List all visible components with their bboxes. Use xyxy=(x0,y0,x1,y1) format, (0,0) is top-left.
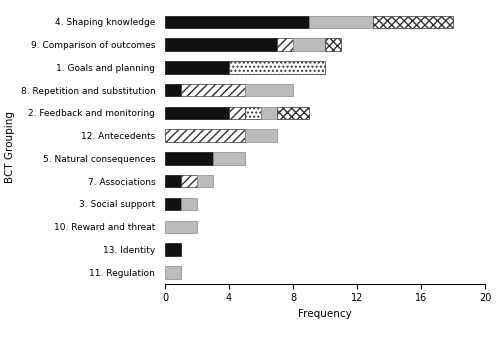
Bar xyxy=(293,38,325,51)
Bar xyxy=(165,152,213,165)
Bar xyxy=(309,16,373,28)
Bar xyxy=(165,175,181,188)
Bar xyxy=(277,38,293,51)
Bar xyxy=(325,38,341,51)
Bar xyxy=(277,107,309,119)
Bar xyxy=(165,266,181,279)
Bar xyxy=(165,107,229,119)
Y-axis label: BCT Grouping: BCT Grouping xyxy=(5,111,15,183)
Bar xyxy=(165,243,181,256)
Bar xyxy=(181,84,245,97)
Bar xyxy=(245,84,293,97)
Bar xyxy=(213,152,245,165)
Bar xyxy=(261,107,277,119)
Bar xyxy=(165,61,229,74)
Bar xyxy=(197,175,213,188)
Bar xyxy=(229,61,325,74)
Bar xyxy=(165,84,181,97)
Bar xyxy=(181,175,197,188)
Bar xyxy=(165,198,181,210)
Bar xyxy=(229,107,245,119)
Bar xyxy=(373,16,453,28)
Bar xyxy=(165,38,277,51)
Bar xyxy=(165,129,245,142)
Bar xyxy=(245,129,277,142)
Bar xyxy=(181,198,197,210)
Bar xyxy=(165,220,197,233)
Bar xyxy=(165,16,309,28)
Bar xyxy=(245,107,261,119)
X-axis label: Frequency: Frequency xyxy=(298,309,352,319)
